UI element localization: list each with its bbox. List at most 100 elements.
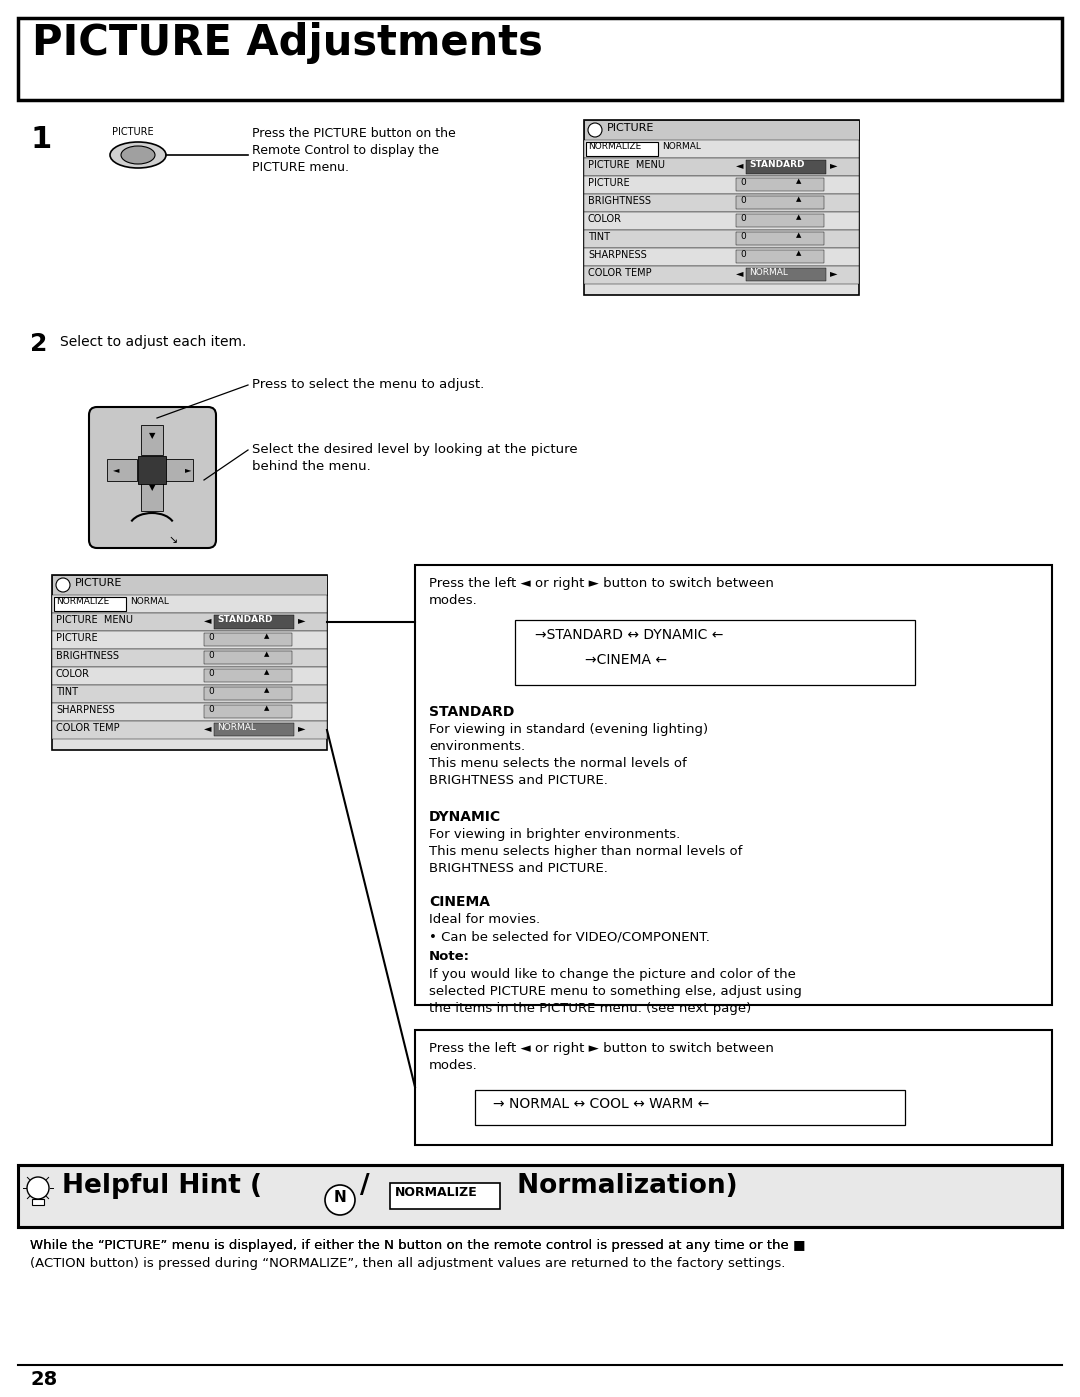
Text: Note:: Note:	[429, 950, 470, 963]
Text: Normalization): Normalization)	[508, 1173, 738, 1199]
Text: ◄: ◄	[735, 161, 743, 170]
Text: ►: ►	[185, 465, 191, 474]
Text: NORMAL: NORMAL	[217, 724, 256, 732]
Text: ▲: ▲	[264, 651, 269, 657]
Bar	[214, 724, 294, 736]
Bar	[586, 142, 658, 156]
Bar	[415, 564, 1052, 1004]
Text: STANDARD: STANDARD	[750, 161, 805, 169]
Bar	[584, 231, 859, 249]
Bar	[52, 576, 327, 750]
Text: ▲: ▲	[796, 177, 801, 184]
Text: 0: 0	[740, 196, 746, 205]
Text: BRIGHTNESS: BRIGHTNESS	[56, 651, 119, 661]
Bar	[746, 161, 826, 175]
Text: PICTURE: PICTURE	[75, 578, 122, 588]
Text: ▲: ▲	[264, 705, 269, 711]
Bar	[107, 460, 137, 481]
Bar	[214, 615, 294, 629]
Text: N: N	[334, 1190, 347, 1206]
Text: Press the PICTURE button on the
Remote Control to display the
PICTURE menu.: Press the PICTURE button on the Remote C…	[252, 127, 456, 175]
Bar	[52, 666, 327, 685]
Bar	[52, 721, 327, 739]
Bar	[52, 613, 327, 631]
Text: For viewing in brighter environments.
This menu selects higher than normal level: For viewing in brighter environments. Th…	[429, 828, 742, 875]
Bar	[735, 250, 824, 263]
Text: 28: 28	[30, 1370, 57, 1389]
Bar	[584, 212, 859, 231]
Bar	[54, 597, 126, 610]
Text: 0: 0	[740, 214, 746, 224]
Bar	[52, 595, 327, 613]
Bar	[52, 631, 327, 650]
Text: PICTURE  MENU: PICTURE MENU	[588, 161, 665, 170]
Text: TINT: TINT	[588, 232, 610, 242]
Bar	[204, 669, 292, 682]
Circle shape	[588, 123, 602, 137]
Text: ▲: ▲	[264, 669, 269, 675]
Text: STANDARD: STANDARD	[429, 705, 514, 719]
Text: Select to adjust each item.: Select to adjust each item.	[60, 335, 246, 349]
Bar	[204, 687, 292, 700]
Text: Helpful Hint (: Helpful Hint (	[62, 1173, 262, 1199]
Text: ▼: ▼	[149, 483, 156, 492]
Text: STANDARD: STANDARD	[217, 615, 272, 624]
Bar	[32, 1199, 44, 1206]
Bar	[18, 18, 1062, 101]
Text: ↘: ↘	[168, 535, 177, 545]
Text: ◄: ◄	[113, 465, 120, 474]
Text: ▼: ▼	[149, 432, 156, 440]
Text: ▲: ▲	[264, 687, 269, 693]
Text: 0: 0	[208, 669, 214, 678]
Text: NORMAL: NORMAL	[662, 142, 701, 151]
Bar	[584, 158, 859, 176]
FancyBboxPatch shape	[89, 407, 216, 548]
Bar	[584, 120, 859, 140]
Bar	[52, 650, 327, 666]
Text: 0: 0	[208, 651, 214, 659]
Bar	[204, 633, 292, 645]
Text: If you would like to change the picture and color of the
selected PICTURE menu t: If you would like to change the picture …	[429, 968, 801, 1016]
Text: ◄: ◄	[735, 268, 743, 278]
Bar	[584, 176, 859, 194]
Bar	[746, 268, 826, 281]
Text: 0: 0	[208, 705, 214, 714]
Text: Select the desired level by looking at the picture
behind the menu.: Select the desired level by looking at t…	[252, 443, 578, 474]
Text: 1: 1	[30, 124, 51, 154]
Text: PICTURE: PICTURE	[607, 123, 654, 133]
Bar	[584, 194, 859, 212]
Text: COLOR TEMP: COLOR TEMP	[56, 724, 120, 733]
Text: ▲: ▲	[796, 232, 801, 237]
Text: NORMALIZE: NORMALIZE	[588, 142, 642, 151]
Ellipse shape	[121, 147, 156, 163]
Text: 0: 0	[740, 250, 746, 258]
Text: ▲: ▲	[796, 196, 801, 203]
Circle shape	[27, 1178, 49, 1199]
Bar	[584, 265, 859, 284]
Text: PICTURE: PICTURE	[588, 177, 630, 189]
Text: 0: 0	[740, 232, 746, 242]
Text: →CINEMA ←: →CINEMA ←	[585, 652, 667, 666]
Text: PICTURE Adjustments: PICTURE Adjustments	[32, 22, 543, 64]
Text: COLOR: COLOR	[588, 214, 622, 224]
Bar	[735, 232, 824, 244]
Text: 0: 0	[208, 687, 214, 696]
Text: 2: 2	[30, 332, 48, 356]
Bar	[415, 1030, 1052, 1146]
Text: ◄: ◄	[204, 724, 212, 733]
Bar	[141, 481, 163, 511]
Bar	[52, 685, 327, 703]
Text: ▲: ▲	[264, 633, 269, 638]
Bar	[584, 249, 859, 265]
Text: Ideal for movies.
• Can be selected for VIDEO/COMPONENT.: Ideal for movies. • Can be selected for …	[429, 914, 710, 943]
Text: SHARPNESS: SHARPNESS	[56, 705, 114, 715]
Text: NORMAL: NORMAL	[750, 268, 788, 277]
Text: NORMAL: NORMAL	[130, 597, 168, 606]
Text: ►: ►	[298, 724, 306, 733]
Text: modes.: modes.	[429, 594, 477, 608]
Text: BRIGHTNESS: BRIGHTNESS	[588, 196, 651, 205]
Bar	[18, 1165, 1062, 1227]
Text: Press to select the menu to adjust.: Press to select the menu to adjust.	[252, 379, 484, 391]
Bar	[141, 425, 163, 455]
Bar	[735, 177, 824, 191]
